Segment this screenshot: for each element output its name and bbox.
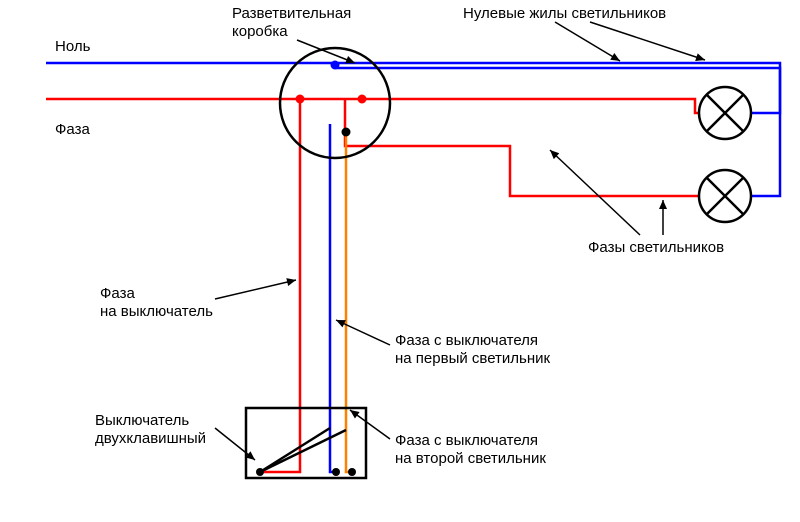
label-phase-switch-lamp1: Фаза с выключателя на первый светильник	[395, 332, 550, 368]
label-lamp-phases: Фазы светильников	[588, 239, 724, 257]
label-null-wires-lamps: Нулевые жилы светильников	[463, 5, 666, 23]
label-phase-to-switch: Фаза на выключатель	[100, 285, 213, 321]
label-phase: Фаза	[55, 121, 90, 139]
label-phase-switch-lamp2: Фаза с выключателя на второй светильник	[395, 432, 546, 468]
label-switch: Выключатель двухклавишный	[95, 412, 206, 448]
label-null: Ноль	[55, 38, 90, 56]
label-junction-box: Разветвительная коробка	[232, 5, 351, 41]
